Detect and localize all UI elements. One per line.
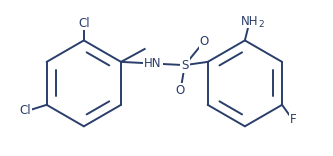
Text: Cl: Cl <box>19 104 31 117</box>
Text: F: F <box>289 113 296 126</box>
Text: Cl: Cl <box>78 17 90 30</box>
Text: S: S <box>181 59 188 72</box>
Text: NH: NH <box>240 15 258 28</box>
Text: O: O <box>176 84 185 97</box>
Text: O: O <box>199 35 209 48</box>
Text: HN: HN <box>144 57 162 70</box>
Text: 2: 2 <box>258 20 264 29</box>
